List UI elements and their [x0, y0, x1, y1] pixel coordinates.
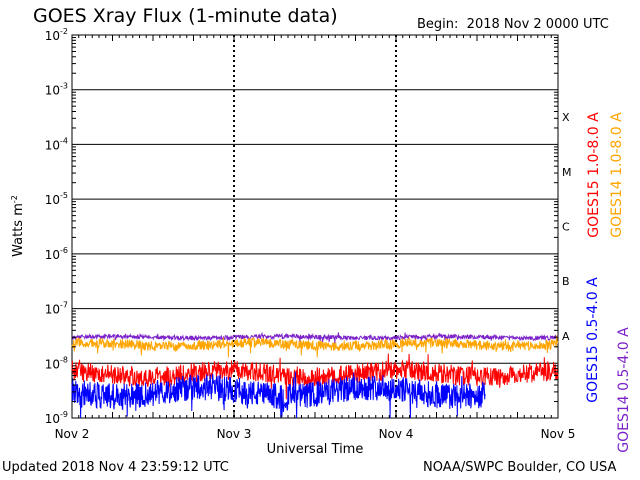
begin-value: 2018 Nov 2 0000 UTC [466, 17, 609, 32]
legend-entry: GOES15 1.0-8.0 A [586, 112, 602, 238]
begin-label: Begin: [417, 17, 459, 32]
legend-entry: GOES14 1.0-8.0 A [609, 112, 625, 238]
y-tick-base: 10 [45, 357, 60, 371]
series-line [71, 335, 559, 358]
flare-class-labels: A B C M X [562, 111, 572, 343]
legend-entry: GOES15 0.5-4.0 A [585, 277, 601, 403]
y-tick-sup: -3 [60, 82, 68, 91]
flare-class-x: X [562, 111, 570, 124]
y-tick-label: 10-8 [45, 355, 68, 371]
y-tick-labels: 10-910-810-710-610-510-410-310-2 [45, 27, 68, 426]
y-axis-title: Watts m-2 [10, 195, 26, 257]
y-tick-label: 10-6 [45, 246, 68, 262]
x-tick-label: Nov 5 [541, 427, 576, 441]
legend-entry: GOES14 0.5-4.0 A [616, 327, 632, 453]
y-tick-sup: -9 [60, 410, 68, 419]
series-line [71, 331, 559, 344]
credit-text: NOAA/SWPC Boulder, CO USA [423, 460, 617, 475]
y-tick-base: 10 [45, 248, 60, 262]
flare-class-a: A [562, 330, 570, 343]
series-layer [71, 331, 559, 419]
y-tick-label: 10-2 [45, 27, 68, 43]
y-tick-label: 10-7 [45, 301, 68, 317]
axis-ticks [71, 35, 559, 418]
y-axis-title-sup: -2 [10, 195, 19, 203]
y-tick-base: 10 [45, 412, 60, 426]
y-tick-sup: -5 [60, 191, 68, 200]
flare-class-c: C [562, 221, 570, 234]
x-tick-label: Nov 4 [379, 427, 414, 441]
y-tick-base: 10 [45, 303, 60, 317]
y-tick-sup: -2 [60, 27, 68, 36]
flare-class-b: B [562, 275, 570, 288]
y-tick-sup: -6 [60, 246, 68, 255]
y-axis-title-text: Watts m [11, 203, 26, 257]
x-tick-label: Nov 3 [217, 427, 252, 441]
y-tick-base: 10 [45, 29, 60, 43]
y-tick-base: 10 [45, 84, 60, 98]
updated-timestamp: Updated 2018 Nov 4 23:59:12 UTC [2, 460, 229, 475]
grid-lines [72, 35, 558, 418]
x-axis-title: Universal Time [267, 442, 364, 457]
series-line [71, 353, 559, 400]
y-tick-sup: -8 [60, 355, 68, 364]
plot-frame [71, 34, 559, 419]
y-tick-sup: -7 [60, 301, 68, 310]
legend: GOES14 0.5-4.0 A GOES14 1.0-8.0 A GOES15 1… [585, 112, 632, 453]
begin-timestamp: Begin: 2018 Nov 2 0000 UTC [417, 17, 609, 32]
y-tick-sup: -4 [60, 136, 68, 145]
y-tick-base: 10 [45, 193, 60, 207]
y-tick-base: 10 [45, 138, 60, 152]
y-tick-label: 10-4 [45, 136, 68, 152]
y-tick-label: 10-5 [45, 191, 68, 207]
y-tick-label: 10-9 [45, 410, 68, 426]
chart-title: GOES Xray Flux (1-minute data) [33, 5, 338, 27]
flare-class-m: M [562, 166, 572, 179]
x-tick-labels: Nov 2 Nov 3 Nov 4 Nov 5 [55, 427, 576, 441]
x-tick-label: Nov 2 [55, 427, 90, 441]
y-tick-label: 10-3 [45, 82, 68, 98]
series-line [71, 371, 486, 419]
